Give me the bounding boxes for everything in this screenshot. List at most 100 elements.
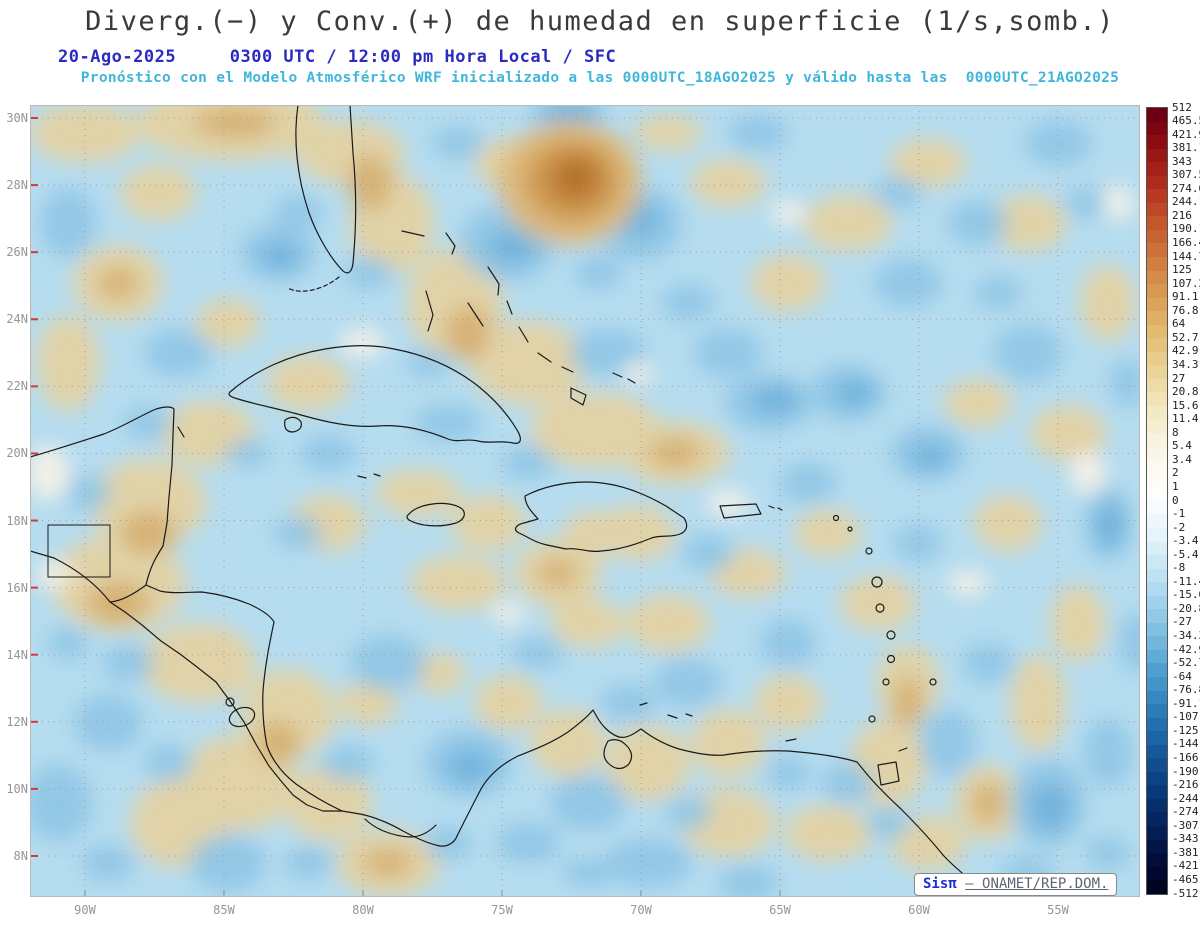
colorbar-tick-label: -64 [1172, 669, 1192, 683]
colorbar-segment [1147, 527, 1167, 542]
lat-axis-label: 10N [6, 781, 28, 796]
colorbar-segment [1147, 690, 1167, 705]
lat-axis-label: 22N [6, 379, 28, 394]
colorbar-segment [1147, 880, 1167, 894]
watermark-brand: Sis [923, 876, 949, 892]
colorbar-segment [1147, 121, 1167, 136]
colorbar-segment [1147, 568, 1167, 583]
colorbar-segment [1147, 825, 1167, 840]
colorbar-segment [1147, 853, 1167, 867]
colorbar-tick-label: -2 [1172, 520, 1186, 534]
colorbar-segment [1147, 609, 1167, 623]
colorbar [1146, 107, 1168, 895]
colorbar-tick-label: 11.4 [1172, 412, 1199, 426]
colorbar-segment [1147, 514, 1167, 528]
coastline-hispaniola [514, 481, 688, 553]
colorbar-tick-label: 144.7 [1172, 249, 1200, 263]
colorbar-segment [1147, 771, 1167, 786]
colorbar-segment [1147, 175, 1167, 190]
coastline-abc-islands [639, 702, 797, 742]
border-guatemala-belize [47, 524, 111, 578]
colorbar-tick-label: 3.4 [1172, 452, 1192, 466]
colorbar-segment [1147, 162, 1167, 176]
colorbar-tick-label: 0 [1172, 493, 1179, 507]
coastline-cuba [228, 345, 521, 444]
colorbar-segment [1147, 744, 1167, 759]
colorbar-tick-label: -52.7 [1172, 656, 1200, 670]
colorbar-tick-label: -421 [1172, 859, 1199, 873]
colorbar-tick-label: 27 [1172, 371, 1186, 385]
colorbar-segment [1147, 676, 1167, 691]
colorbar-tick-label: -1 [1172, 507, 1186, 521]
lat-axis-label: 24N [6, 312, 28, 327]
colorbar-segment [1147, 866, 1167, 881]
colorbar-tick-label: -166 [1172, 750, 1199, 764]
colorbar-segment [1147, 473, 1167, 488]
colorbar-tick-label: -307 [1172, 818, 1199, 832]
strong-divergence-shading [262, 105, 1124, 831]
colorbar-tick-label: 343 [1172, 154, 1192, 168]
colorbar-segment [1147, 785, 1167, 799]
colorbar-segment [1147, 636, 1167, 650]
lon-axis-label: 60W [908, 903, 930, 917]
colorbar-tick-label: -107 [1172, 710, 1199, 724]
colorbar-tick-label: 42.9 [1172, 344, 1199, 358]
lat-axis-label: 28N [6, 178, 28, 193]
map-area: Sisπ – ONAMET/REP.DOM. [30, 105, 1140, 897]
colorbar-segment [1147, 284, 1167, 298]
colorbar-segment [1147, 216, 1167, 230]
colorbar-tick-label: 76.8 [1172, 303, 1199, 317]
map-canvas [30, 105, 1140, 897]
colorbar-tick-label: -465 [1172, 872, 1199, 886]
lat-axis-label: 14N [6, 647, 28, 662]
lake-managua [225, 697, 235, 707]
colorbar-segment [1147, 541, 1167, 556]
colorbar-tick-label: 52.7 [1172, 330, 1199, 344]
colorbar-segment [1147, 270, 1167, 285]
colorbar-tick-label: -343 [1172, 832, 1199, 846]
colorbar-tick-label: -144.7 [1172, 737, 1200, 751]
lat-axis-label: 12N [6, 714, 28, 729]
colorbar-tick-label: 465.5 [1172, 114, 1200, 128]
colorbar-tick-label: -190 [1172, 764, 1199, 778]
coastline-lesser-antilles [832, 514, 937, 752]
colorbar-tick-label: 107.2 [1172, 276, 1200, 290]
colorbar-segment [1147, 649, 1167, 664]
lake-maracaibo [603, 739, 633, 770]
lon-axis-label: 65W [769, 903, 791, 917]
colorbar-tick-label: -381 [1172, 845, 1199, 859]
colorbar-tick-label: -512 [1172, 886, 1199, 900]
colorbar-tick-label: -20.8 [1172, 601, 1200, 615]
lat-axis-label: 30N [6, 111, 28, 125]
colorbar-ticks: 512465.5421.9381.1343307.5274.6244.12161… [1172, 102, 1200, 899]
colorbar-tick-label: -34.3 [1172, 629, 1200, 643]
colorbar-segment [1147, 324, 1167, 339]
coastline-cozumel [177, 426, 185, 438]
colorbar-segment [1147, 243, 1167, 258]
coastline-trinidad [877, 761, 900, 786]
coastline-puerto-rico [719, 503, 762, 519]
colorbar-tick-label: -8 [1172, 561, 1186, 575]
colorbar-segment [1147, 500, 1167, 515]
colorbar-segment [1147, 798, 1167, 813]
colorbar-tick-label: 34.3 [1172, 357, 1199, 371]
colorbar-tick-label: 381.1 [1172, 141, 1200, 155]
humidity-shading-layer [30, 105, 1140, 897]
colorbar-tick-label: 244.1 [1172, 195, 1200, 209]
coastline-central-america [30, 406, 989, 897]
colorbar-tick-label: 20.8 [1172, 385, 1199, 399]
colorbar-segment [1147, 663, 1167, 677]
colorbar-tick-label: 5.4 [1172, 439, 1192, 453]
colorbar-tick-label: 166.4 [1172, 236, 1200, 250]
colorbar-tick-label: -3.4 [1172, 534, 1199, 548]
colorbar-segment [1147, 351, 1167, 366]
watermark-pi-icon: π [948, 876, 957, 892]
coastline-isla-juventud [284, 416, 302, 433]
watermark-org: – ONAMET/REP.DOM. [965, 876, 1109, 892]
colorbar-tick-label: -244 [1172, 791, 1199, 805]
colorbar-tick-label: 216 [1172, 208, 1192, 222]
colorbar-tick-label: 274.6 [1172, 181, 1200, 195]
colorbar-segment [1147, 460, 1167, 474]
colorbar-tick-label: 1 [1172, 479, 1179, 493]
colorbar-segment [1147, 758, 1167, 772]
